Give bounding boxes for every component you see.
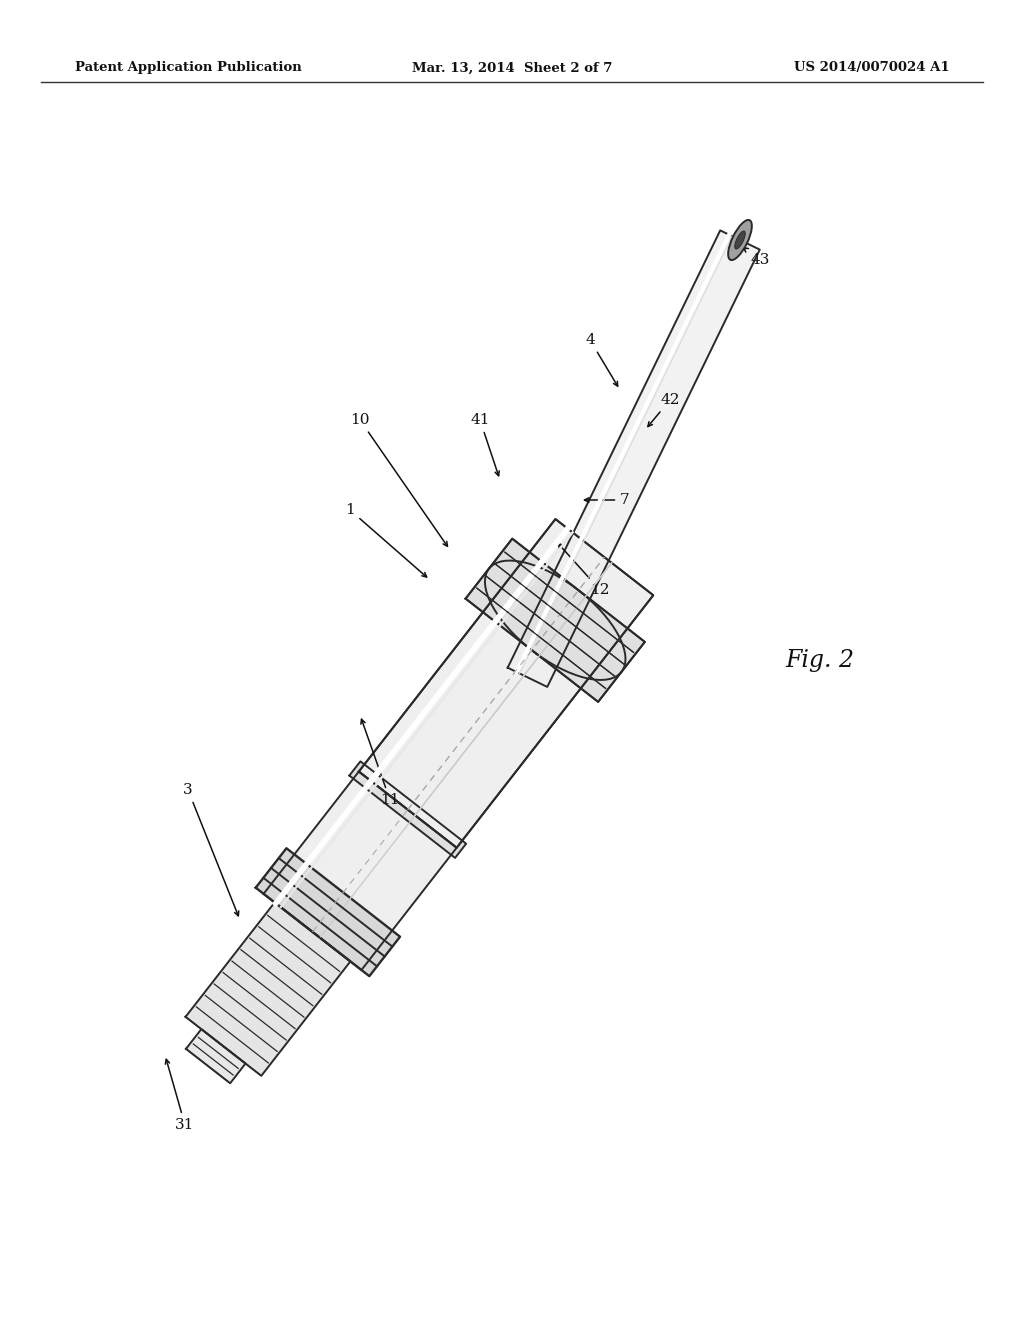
Polygon shape	[466, 539, 645, 702]
Polygon shape	[185, 903, 350, 1076]
Text: 42: 42	[648, 393, 680, 426]
Text: US 2014/0070024 A1: US 2014/0070024 A1	[795, 62, 950, 74]
Polygon shape	[466, 539, 645, 702]
Text: 11: 11	[360, 719, 399, 807]
Text: Mar. 13, 2014  Sheet 2 of 7: Mar. 13, 2014 Sheet 2 of 7	[412, 62, 612, 74]
Text: 12: 12	[558, 544, 609, 597]
Polygon shape	[358, 519, 653, 847]
Polygon shape	[256, 849, 400, 977]
Polygon shape	[349, 762, 466, 858]
Text: 41: 41	[470, 413, 500, 475]
Text: 4: 4	[585, 333, 617, 387]
Text: 3: 3	[183, 783, 239, 916]
Text: 10: 10	[350, 413, 447, 546]
Polygon shape	[508, 231, 760, 686]
Text: Fig. 2: Fig. 2	[785, 648, 854, 672]
Text: Patent Application Publication: Patent Application Publication	[75, 62, 302, 74]
Polygon shape	[358, 519, 653, 847]
Ellipse shape	[728, 220, 752, 260]
Text: 43: 43	[743, 248, 770, 267]
Ellipse shape	[735, 231, 745, 249]
Polygon shape	[263, 771, 457, 970]
Polygon shape	[186, 1030, 246, 1084]
Text: 7: 7	[585, 492, 630, 507]
Text: 31: 31	[165, 1060, 195, 1133]
Text: 1: 1	[345, 503, 427, 577]
